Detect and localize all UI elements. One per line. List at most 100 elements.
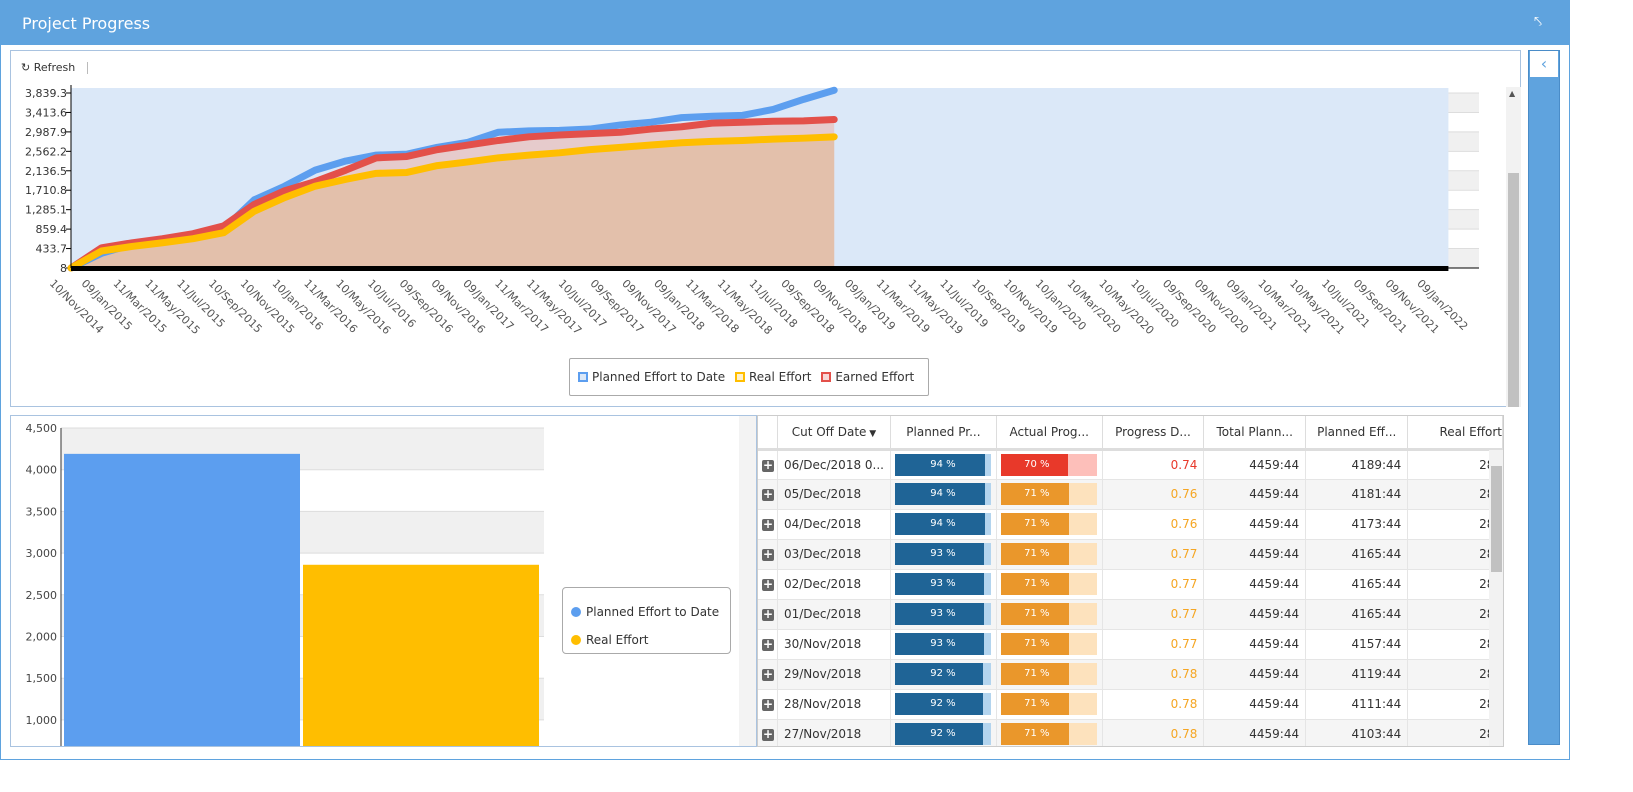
column-header-label: Total Plann... bbox=[1216, 424, 1293, 439]
chevron-left-icon[interactable]: ‹ bbox=[1530, 51, 1558, 77]
column-header-label: Planned Pr... bbox=[906, 424, 981, 439]
actual-progress-bar: 71 % bbox=[1000, 573, 1097, 595]
planned-effort: 4157:44 bbox=[1305, 629, 1409, 660]
expand-row-icon[interactable]: + bbox=[762, 487, 774, 501]
column-header[interactable]: Real Effort bbox=[1407, 416, 1503, 451]
actual-progress-bar: 71 % bbox=[1000, 603, 1097, 625]
column-header[interactable]: Actual Prog... bbox=[996, 416, 1103, 451]
y-tick-label: 4,500 bbox=[26, 422, 58, 435]
bar-planned-effort bbox=[64, 453, 300, 746]
actual-progress-bar: 71 % bbox=[1000, 693, 1097, 715]
column-header-label: Planned Eff... bbox=[1317, 424, 1397, 439]
total-planned: 4459:44 bbox=[1203, 539, 1307, 570]
table-row[interactable]: + 06/Dec/2018 0... 94 % 70 % 0.74 4459:4… bbox=[758, 449, 1503, 480]
column-header-label: Cut Off Date bbox=[791, 424, 867, 439]
expand-row-icon[interactable]: + bbox=[762, 697, 774, 711]
progress-deviation: 0.77 bbox=[1102, 629, 1205, 660]
expand-row-icon[interactable]: + bbox=[762, 457, 774, 472]
y-tick-label: 2,562.2 bbox=[25, 145, 67, 158]
table-row[interactable]: + 29/Nov/2018 92 % 71 % 0.78 4459:44 411… bbox=[758, 659, 1503, 690]
y-tick-label: 2,500 bbox=[26, 589, 58, 602]
actual-progress-bar: 70 % bbox=[1000, 453, 1097, 476]
total-planned: 4459:44 bbox=[1203, 659, 1307, 690]
planned-effort: 4181:44 bbox=[1305, 479, 1409, 510]
chart-legend: Planned Effort to Date Real Effort Earne… bbox=[569, 358, 930, 396]
planned-effort: 4173:44 bbox=[1305, 509, 1409, 540]
planned-progress-bar: 94 % bbox=[894, 453, 991, 476]
y-tick-label: 433.7 bbox=[36, 243, 68, 256]
legend-item-planned[interactable]: Planned Effort to Date bbox=[578, 370, 725, 384]
series-line-1 bbox=[67, 133, 838, 272]
refresh-label: Refresh bbox=[33, 61, 76, 74]
column-header[interactable]: Progress D... bbox=[1102, 416, 1205, 451]
table-row[interactable]: + 27/Nov/2018 92 % 71 % 0.78 4459:44 410… bbox=[758, 719, 1503, 746]
actual-progress-bar: 71 % bbox=[1000, 483, 1097, 505]
expand-row-icon[interactable]: + bbox=[762, 637, 774, 651]
total-planned: 4459:44 bbox=[1203, 449, 1307, 480]
compress-icon[interactable]: ⤣ bbox=[1534, 14, 1542, 30]
total-planned: 4459:44 bbox=[1203, 569, 1307, 600]
actual-progress-bar: 71 % bbox=[1000, 663, 1097, 685]
y-tick-label: 3,500 bbox=[26, 505, 58, 518]
planned-progress-bar: 93 % bbox=[894, 633, 991, 655]
column-header[interactable]: Planned Pr... bbox=[890, 416, 997, 451]
refresh-button[interactable]: ↻ Refresh bbox=[21, 61, 89, 74]
expand-row-icon[interactable]: + bbox=[762, 517, 774, 531]
column-header-label: Progress D... bbox=[1115, 424, 1191, 439]
planned-effort: 4189:44 bbox=[1305, 449, 1409, 480]
expand-row-icon[interactable]: + bbox=[762, 547, 774, 561]
column-header-label: Actual Prog... bbox=[1009, 424, 1089, 439]
table-row[interactable]: + 30/Nov/2018 93 % 71 % 0.77 4459:44 415… bbox=[758, 629, 1503, 660]
legend-item-earned[interactable]: Earned Effort bbox=[821, 370, 914, 384]
table-row[interactable]: + 03/Dec/2018 93 % 71 % 0.77 4459:44 416… bbox=[758, 539, 1503, 570]
planned-effort: 4103:44 bbox=[1305, 719, 1409, 746]
progress-deviation: 0.77 bbox=[1102, 539, 1205, 570]
total-planned: 4459:44 bbox=[1203, 479, 1307, 510]
table-row[interactable]: + 28/Nov/2018 92 % 71 % 0.78 4459:44 411… bbox=[758, 689, 1503, 720]
y-tick-label: 4,000 bbox=[26, 464, 58, 477]
actual-progress-bar: 71 % bbox=[1000, 513, 1097, 535]
y-tick-label: 2,987.9 bbox=[25, 126, 67, 139]
expand-row-icon[interactable]: + bbox=[762, 727, 774, 741]
legend-item-real[interactable]: Real Effort bbox=[734, 370, 811, 384]
progress-line-chart-panel: ↻ Refresh 3,839.3 3,413.6 2,987.9 2,562.2 2,… bbox=[10, 50, 1521, 407]
progress-deviation: 0.78 bbox=[1102, 719, 1205, 746]
progress-deviation: 0.77 bbox=[1102, 599, 1205, 630]
table-row[interactable]: + 02/Dec/2018 93 % 71 % 0.77 4459:44 416… bbox=[758, 569, 1503, 600]
total-planned: 4459:44 bbox=[1203, 689, 1307, 720]
series-area-1 bbox=[71, 136, 835, 268]
bar-real-effort bbox=[303, 564, 539, 746]
scrollbar[interactable] bbox=[739, 416, 756, 746]
expand-row-icon[interactable]: + bbox=[762, 577, 774, 591]
side-collapse-bar[interactable]: ‹ bbox=[1528, 50, 1560, 745]
y-tick-label: 8 bbox=[60, 262, 67, 275]
planned-progress-bar: 92 % bbox=[894, 723, 991, 745]
table-row[interactable]: + 01/Dec/2018 93 % 71 % 0.77 4459:44 416… bbox=[758, 599, 1503, 630]
planned-effort: 4165:44 bbox=[1305, 569, 1409, 600]
planned-effort: 4119:44 bbox=[1305, 659, 1409, 690]
table-row[interactable]: + 04/Dec/2018 94 % 71 % 0.76 4459:44 417… bbox=[758, 509, 1503, 540]
table-row[interactable]: + 05/Dec/2018 94 % 71 % 0.76 4459:44 418… bbox=[758, 479, 1503, 510]
progress-deviation: 0.78 bbox=[1102, 689, 1205, 720]
column-header[interactable]: Planned Eff... bbox=[1305, 416, 1409, 451]
column-header[interactable]: Cut Off Date ▼ bbox=[777, 416, 891, 451]
planned-progress-bar: 93 % bbox=[894, 573, 991, 595]
planned-progress-bar: 92 % bbox=[894, 693, 991, 715]
column-header[interactable]: Total Plann... bbox=[1203, 416, 1307, 451]
expand-row-icon[interactable]: + bbox=[762, 607, 774, 621]
vertical-scrollbar[interactable]: ▲ bbox=[1506, 87, 1521, 407]
grid-scrollbar[interactable] bbox=[1489, 450, 1503, 746]
planned-effort: 4111:44 bbox=[1305, 689, 1409, 720]
series-line-2 bbox=[67, 115, 838, 272]
column-header-label: Real Effort bbox=[1439, 424, 1502, 439]
legend-item-real[interactable]: Real Effort bbox=[571, 626, 722, 654]
y-tick-label: 2,000 bbox=[26, 631, 58, 644]
planned-progress-bar: 94 % bbox=[894, 513, 991, 535]
actual-progress-bar: 71 % bbox=[1000, 543, 1097, 565]
effort-bar-chart-panel: 4,500 4,000 3,500 3,000 2,500 2,000 1,500 1,000… bbox=[10, 415, 757, 747]
y-tick-label: 3,413.6 bbox=[25, 106, 67, 119]
legend-item-planned[interactable]: Planned Effort to Date bbox=[571, 598, 722, 626]
cut-off-date: 04/Dec/2018 bbox=[777, 509, 891, 540]
expand-row-icon[interactable]: + bbox=[762, 667, 774, 681]
actual-progress-bar: 71 % bbox=[1000, 633, 1097, 655]
